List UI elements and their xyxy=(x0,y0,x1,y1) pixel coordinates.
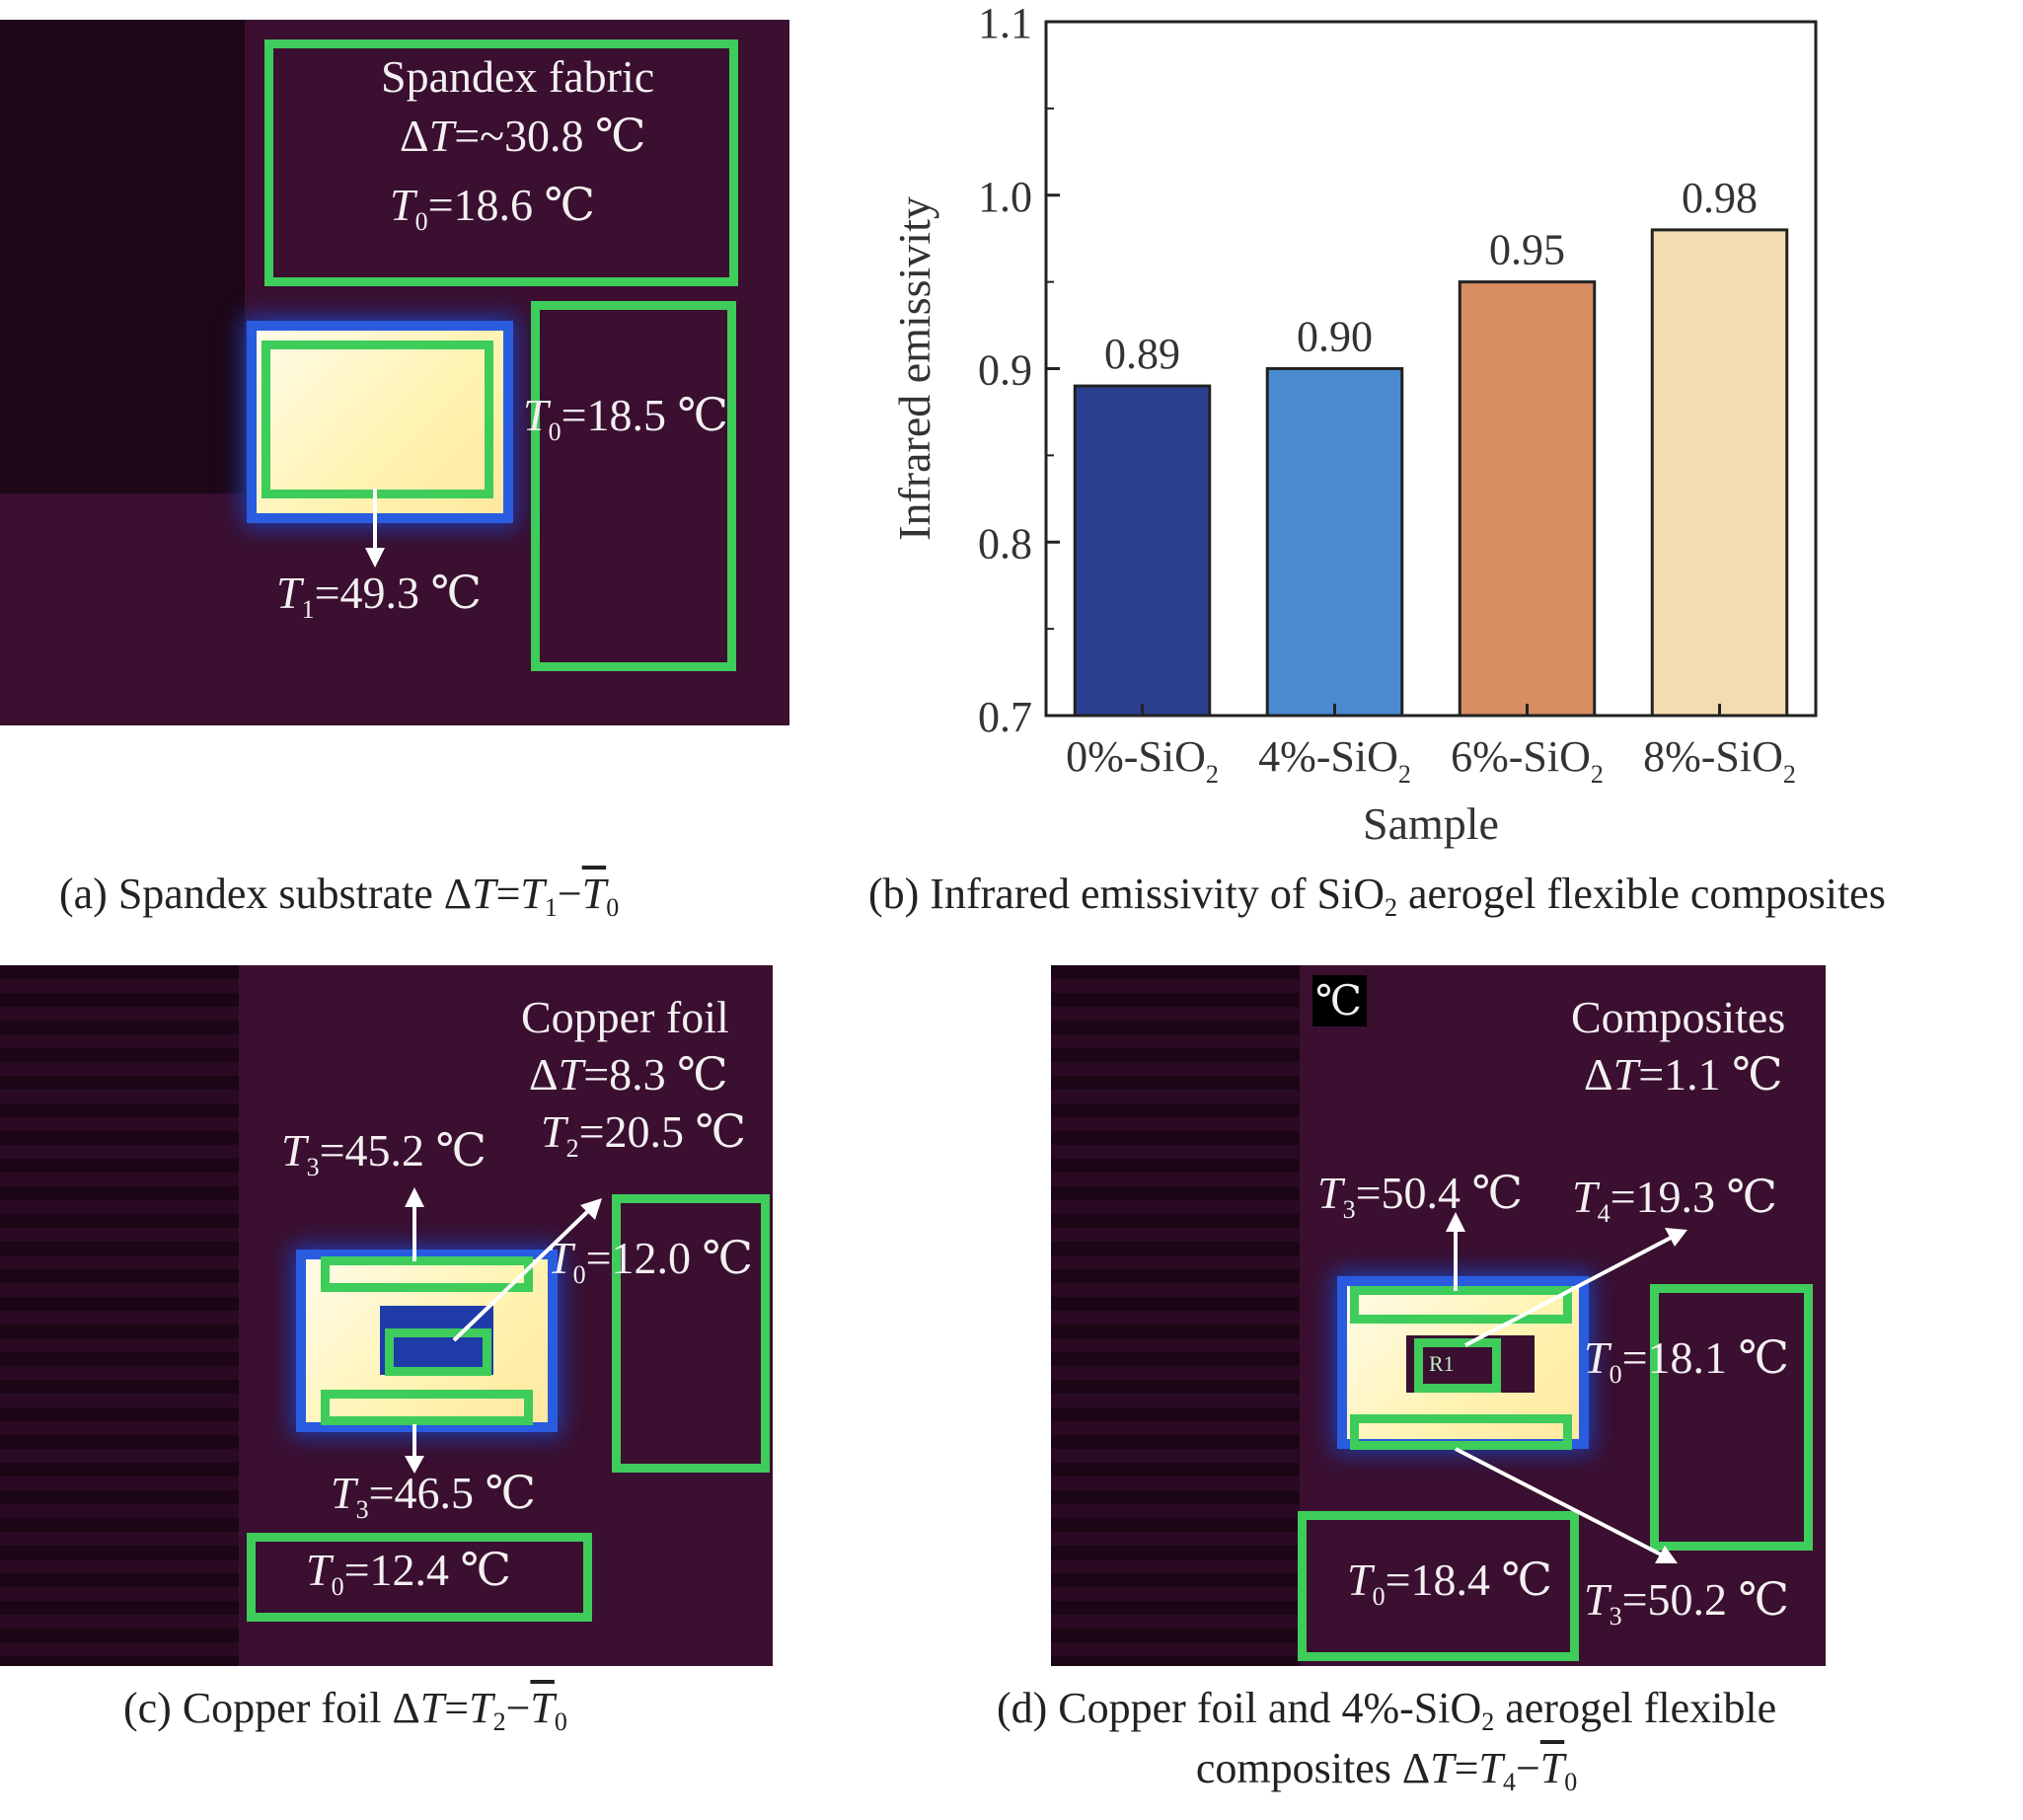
panel-c-t3-top: T3=45.2 ℃ xyxy=(281,1125,487,1181)
y-tick-label: 1.0 xyxy=(978,173,1032,221)
panel-a-box-sample xyxy=(262,341,493,498)
panel-d-caption: (d) Copper foil and 4%-SiO2 aerogel flex… xyxy=(997,1684,1777,1797)
x-tick-label: 4%-SiO2 xyxy=(1258,732,1411,789)
panel-b-bar-chart: 0.7 0.8 0.9 1.0 1.1 0.89 0%-SiO2 0.90 4%-SiO2 0.9… xyxy=(889,0,1818,849)
panel-c-t2: T2=20.5 ℃ xyxy=(541,1106,746,1163)
x-tick-label-subscript: 2 xyxy=(1398,760,1411,789)
panel-c-caption: (c) Copper foil ΔT=T2−T0 xyxy=(123,1684,567,1736)
panel-a-delta: ΔT=~30.8 ℃ xyxy=(400,111,646,161)
bar-0 xyxy=(1073,384,1212,718)
panel-c-dark-region xyxy=(0,965,239,1666)
panel-c-thermal-image: Copper foil ΔT=8.3 ℃ T2=20.5 ℃ T3=45.2 ℃… xyxy=(0,965,773,1666)
panel-a-dark-region xyxy=(0,20,245,493)
y-tick-label: 1.1 xyxy=(978,0,1032,47)
panel-c-t0-bottom: T0=12.4 ℃ xyxy=(306,1545,511,1601)
panel-d-t3-top: T3=50.4 ℃ xyxy=(1317,1168,1523,1224)
panel-d-box-right xyxy=(1650,1284,1813,1551)
panel-b-caption: (b) Infrared emissivity of SiO2 aerogel … xyxy=(868,870,1886,922)
bar-value-label: 0.90 xyxy=(1297,313,1373,361)
panel-a-t0-right: T0=18.5 ℃ xyxy=(523,390,728,446)
panel-c-delta: ΔT=8.3 ℃ xyxy=(529,1049,728,1100)
bar-1 xyxy=(1265,367,1404,718)
panel-c-box-bottom xyxy=(247,1533,592,1622)
panel-c-box-copper xyxy=(385,1328,491,1376)
panel-a-arrow-down xyxy=(365,489,385,568)
panel-c-t3-bottom: T3=46.5 ℃ xyxy=(331,1468,536,1524)
panel-d-t0-right: T0=18.1 ℃ xyxy=(1584,1332,1789,1389)
x-tick-label-subscript: 2 xyxy=(1591,760,1604,789)
panel-a-hot-sample xyxy=(257,331,503,513)
panel-a-t1: T1=49.3 ℃ xyxy=(276,568,482,624)
panel-d-box-r1 xyxy=(1414,1338,1501,1393)
x-tick-label-subscript: 2 xyxy=(1206,760,1219,789)
panel-c-arrows xyxy=(405,1187,602,1474)
panel-d-box-bottom xyxy=(1298,1511,1579,1661)
panel-a-caption: (a) Spandex substrate ΔT=T1−T0 xyxy=(59,870,620,922)
y-tick-label: 0.8 xyxy=(978,519,1032,568)
panel-a-t0-top: T0=18.6 ℃ xyxy=(390,180,595,236)
panel-d-unit-tag-bg xyxy=(1312,975,1367,1026)
panel-d-r1-tag: R1 xyxy=(1429,1351,1455,1376)
panel-a-thermal-image: Spandex fabric ΔT=~30.8 ℃ T0=18.6 ℃ T0=1… xyxy=(0,20,789,725)
panel-d-box-top-strip xyxy=(1350,1286,1572,1324)
bar-value-label: 0.89 xyxy=(1104,330,1180,378)
bar-2 xyxy=(1458,280,1597,718)
panel-d-unit-tag: ℃ xyxy=(1315,979,1362,1024)
y-tick-label: 0.7 xyxy=(978,693,1032,741)
panel-d-title: Composites xyxy=(1571,992,1786,1042)
y-axis-label: Infrared emissivity xyxy=(889,196,939,541)
panel-c-title: Copper foil xyxy=(521,992,729,1042)
x-tick-label: 8%-SiO2 xyxy=(1643,732,1796,789)
panel-d-thermal-image: ℃ R1 Composites ΔT=1.1 ℃ T3=50.4 ℃ T4=19… xyxy=(1051,965,1826,1666)
panel-c-box-bottom-strip xyxy=(321,1390,533,1425)
panel-d-t0-bottom: T0=18.4 ℃ xyxy=(1347,1555,1552,1611)
bar-3 xyxy=(1650,228,1789,718)
panel-d-delta: ΔT=1.1 ℃ xyxy=(1584,1049,1783,1100)
panel-d-box-bottom-strip xyxy=(1350,1414,1572,1450)
panel-c-box-top-strip xyxy=(321,1256,533,1292)
x-tick-label-subscript: 2 xyxy=(1783,760,1796,789)
bar-value-label: 0.98 xyxy=(1682,174,1758,222)
x-tick-label: 6%-SiO2 xyxy=(1451,732,1604,789)
y-tick-label: 0.9 xyxy=(978,346,1032,395)
panel-c-box-right xyxy=(612,1194,770,1473)
bar-value-label: 0.95 xyxy=(1489,226,1565,274)
x-tick-label: 0%-SiO2 xyxy=(1066,732,1219,789)
panel-a-title: Spandex fabric xyxy=(381,51,655,102)
panel-d-dark-region xyxy=(1051,965,1300,1666)
panel-c-t0-right: T0=12.0 ℃ xyxy=(548,1233,753,1289)
panel-d-t4: T4=19.3 ℃ xyxy=(1572,1172,1777,1228)
panel-d-arrows xyxy=(1446,1212,1687,1563)
x-axis-label: Sample xyxy=(1363,798,1499,849)
panel-a-box-right xyxy=(531,301,736,671)
panel-a-box-top xyxy=(264,39,738,286)
panel-d-t3-bottom: T3=50.2 ℃ xyxy=(1584,1574,1789,1630)
panel-c-copper-area xyxy=(380,1306,493,1375)
